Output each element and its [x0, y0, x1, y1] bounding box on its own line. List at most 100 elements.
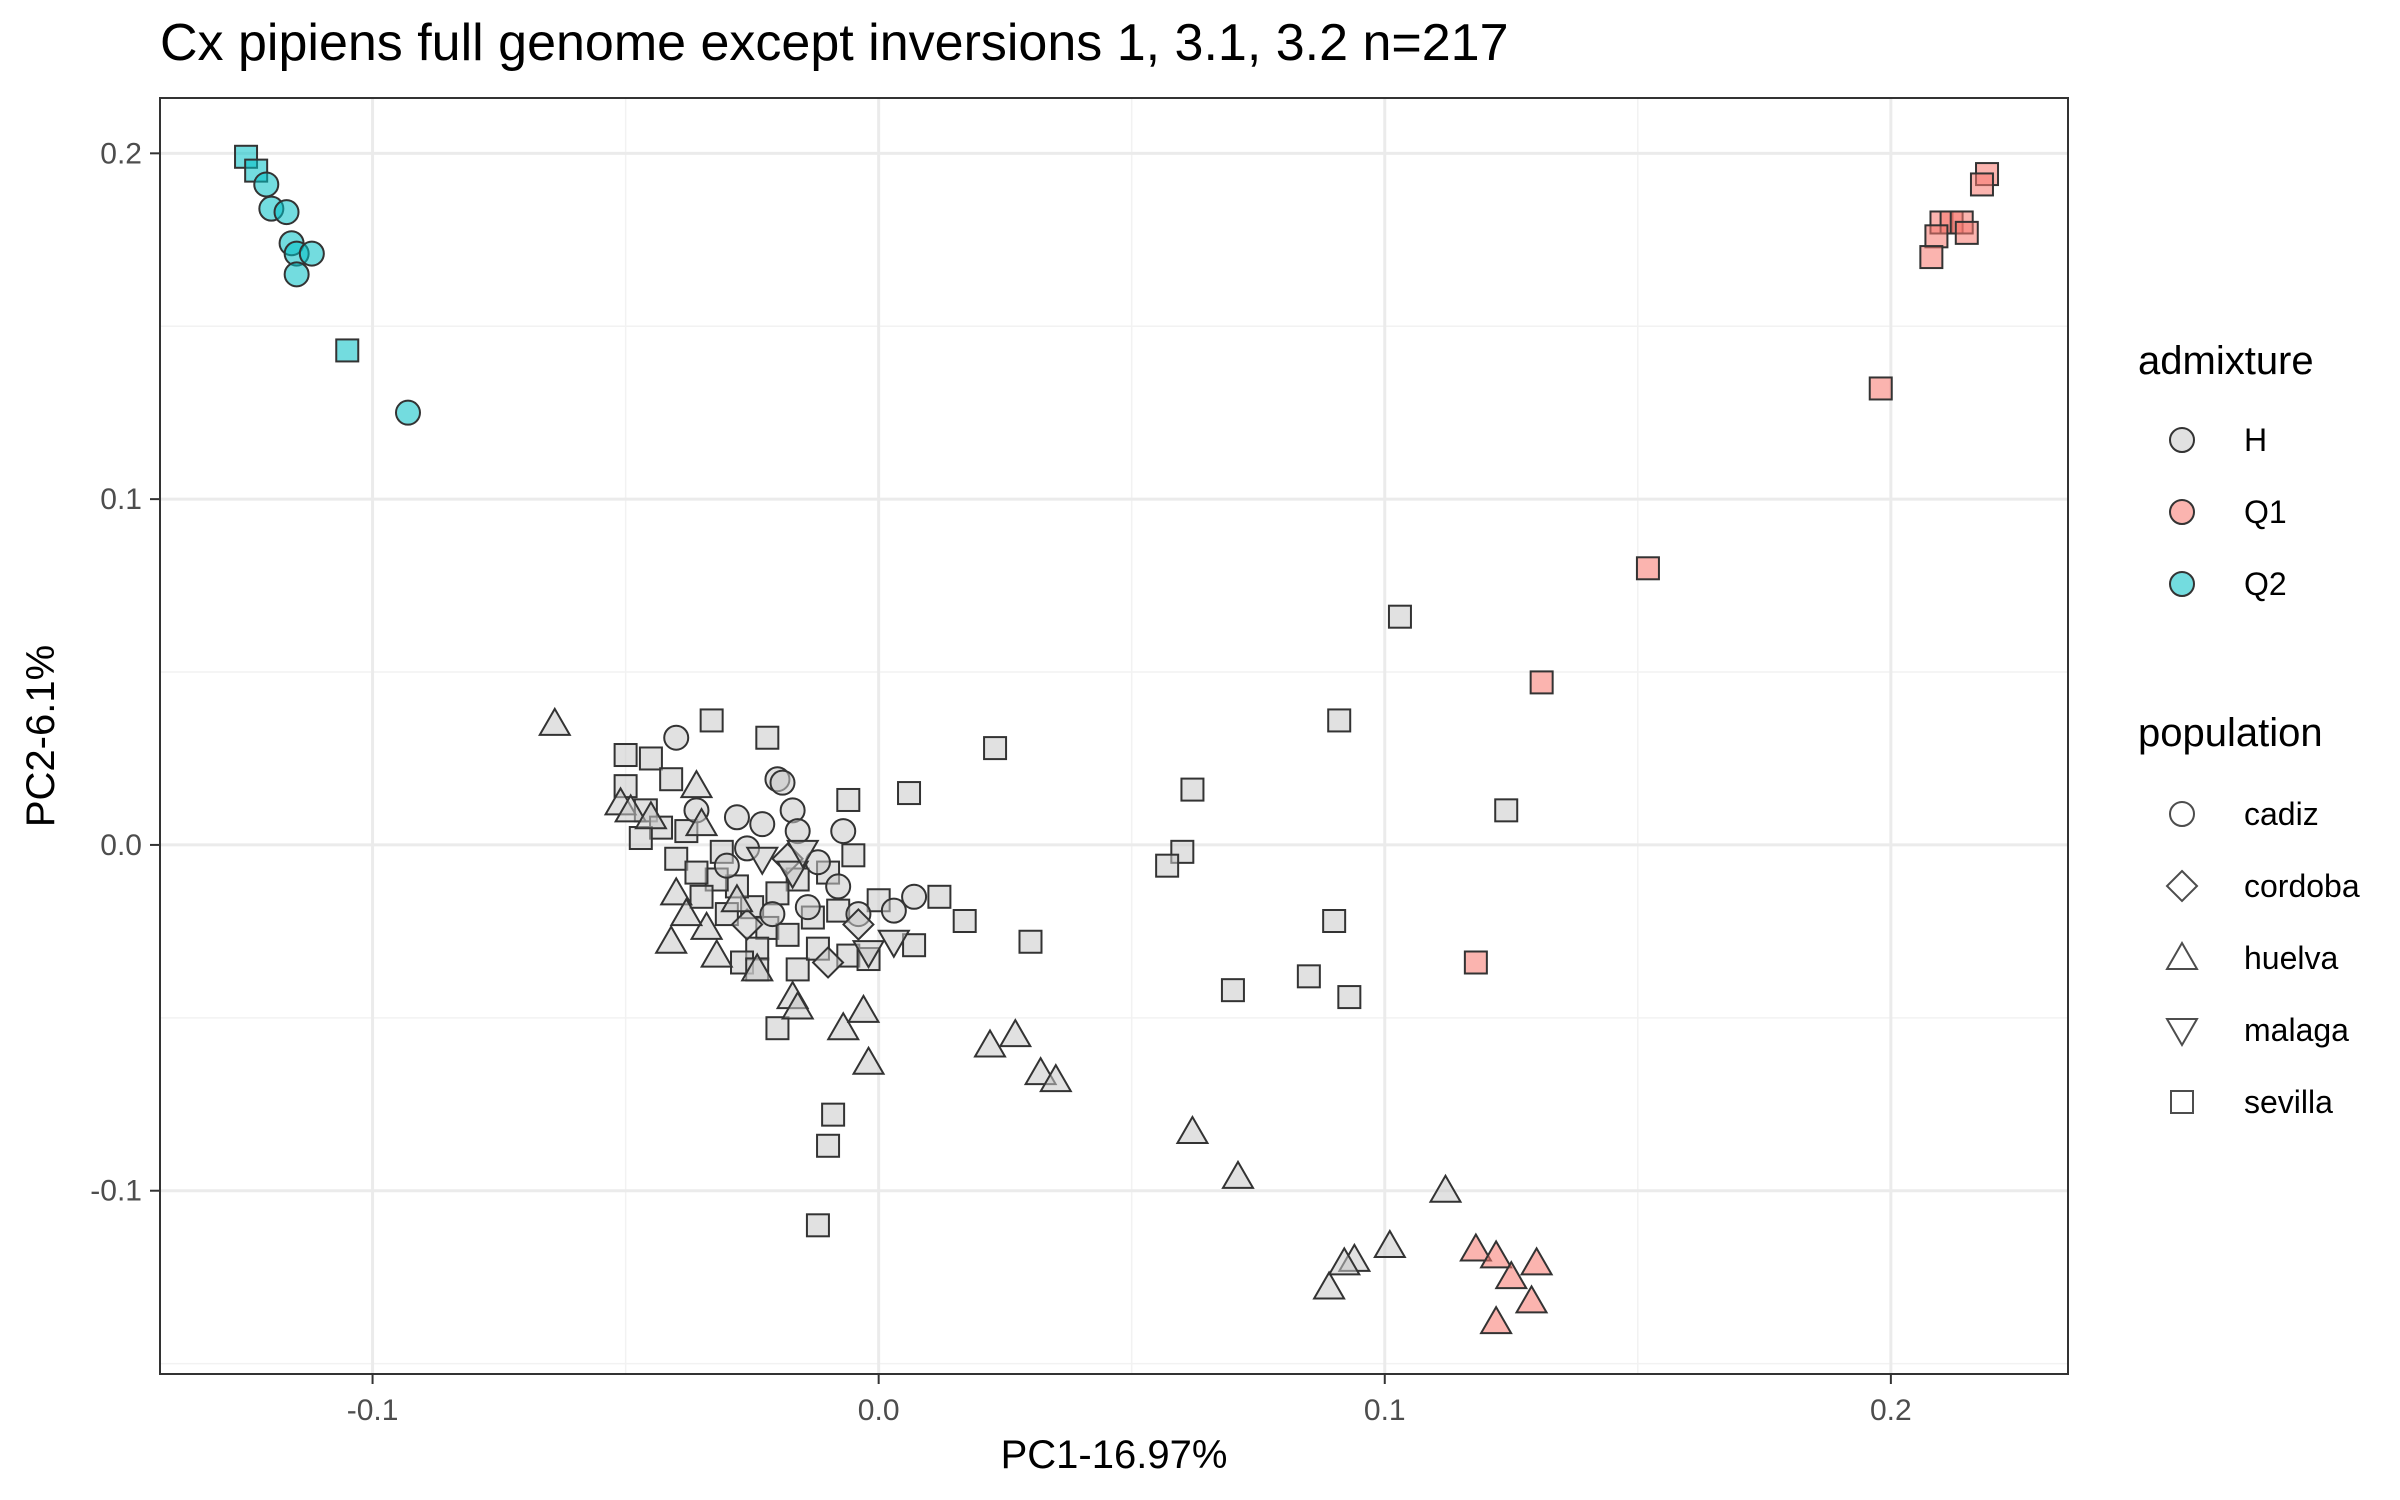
data-point-h-huelva: [846, 993, 881, 1023]
legend-admixture-label: H: [2244, 422, 2267, 458]
data-point-h-sevilla: [1018, 929, 1043, 954]
data-point-h-huelva: [679, 769, 714, 799]
data-point-h-huelva: [973, 1028, 1007, 1058]
data-point-h-sevilla: [1296, 964, 1321, 989]
data-point-h-sevilla: [689, 884, 714, 909]
legend-population-key: [2165, 869, 2199, 903]
data-point-q1-sevilla: [1954, 220, 1979, 245]
data-point-q1-huelva: [1459, 1232, 1493, 1262]
data-point-h-huelva: [1312, 1270, 1346, 1300]
legend-population-key: [2170, 1090, 2194, 1114]
x-tick-label: -0.1: [347, 1394, 399, 1427]
data-point-h-huelva: [538, 706, 572, 736]
data-point-q2-sevilla: [335, 338, 360, 363]
data-point-h-cordoba: [842, 908, 875, 941]
data-point-h-sevilla: [805, 1213, 830, 1238]
legend-admixture-key: [2169, 571, 2195, 597]
data-point-h-cadiz: [880, 897, 907, 924]
data-point-q1-huelva: [1479, 1239, 1513, 1269]
data-point-h-huelva: [684, 807, 719, 837]
data-point-h-sevilla: [638, 746, 663, 771]
x-axis-title: PC1-16.97%: [1001, 1433, 1228, 1477]
plot-border: [159, 97, 2069, 1375]
legend-population-items: cadiz cordoba huelva malaga sevilla: [2165, 796, 2360, 1120]
data-point-q1-huelva: [1479, 1305, 1513, 1335]
data-point-q1-sevilla: [1924, 224, 1949, 249]
data-point-q2-cadiz: [253, 171, 280, 198]
data-point-h-cadiz: [830, 818, 857, 845]
data-point-h-sevilla: [684, 860, 709, 885]
data-point-h-sevilla: [952, 909, 977, 934]
data-point-h-huelva: [699, 938, 734, 968]
data-point-h-sevilla: [664, 846, 689, 871]
data-points: [234, 144, 2000, 1335]
grid-lines: [160, 98, 2068, 1374]
data-point-h-sevilla: [826, 898, 851, 923]
data-point-h-sevilla: [699, 708, 724, 733]
data-point-h-sevilla: [755, 725, 780, 750]
legend-population-key: [2165, 1018, 2199, 1048]
data-point-h-sevilla: [1220, 978, 1245, 1003]
legend-admixture: admixture H Q1 Q2: [2138, 339, 2314, 602]
legend-population-label: sevilla: [2244, 1084, 2333, 1120]
data-point-h-cadiz: [713, 852, 740, 879]
data-point-h-huelva: [654, 924, 688, 954]
y-tick-label: -0.1: [90, 1175, 142, 1208]
data-point-h-sevilla: [927, 884, 952, 909]
data-point-h-huelva: [998, 1018, 1033, 1048]
data-point-q2-cadiz: [283, 261, 310, 288]
data-point-h-malaga: [786, 839, 820, 869]
data-point-h-malaga: [775, 860, 810, 890]
data-point-h-sevilla: [1155, 853, 1180, 878]
data-point-q1-sevilla: [1463, 950, 1488, 975]
data-point-q1-huelva: [1514, 1284, 1549, 1314]
data-point-h-sevilla: [1327, 708, 1352, 733]
data-point-h-sevilla: [1337, 985, 1362, 1010]
data-point-h-cadiz: [769, 769, 796, 796]
legend-admixture-label: Q1: [2244, 494, 2287, 530]
data-point-h-cadiz: [723, 804, 750, 831]
data-point-h-huelva: [1327, 1246, 1362, 1276]
data-point-h-huelva: [1039, 1063, 1073, 1093]
data-point-q1-sevilla: [1635, 556, 1660, 581]
legend-population: population cadiz cordoba huelva malaga sevil…: [2138, 711, 2360, 1120]
data-point-q2-cadiz: [394, 399, 421, 426]
data-point-h-huelva: [1373, 1229, 1407, 1259]
y-axis-title: PC2-6.1%: [19, 645, 63, 827]
data-point-h-huelva: [669, 897, 704, 927]
data-point-h-cadiz: [784, 818, 811, 845]
legend-admixture-title: admixture: [2138, 339, 2314, 383]
data-point-h-malaga: [851, 940, 886, 970]
data-point-h-huelva: [740, 952, 774, 982]
legend-population-label: huelva: [2244, 940, 2339, 976]
data-point-h-sevilla: [765, 881, 790, 906]
data-point-h-sevilla: [765, 1016, 790, 1041]
data-point-h-sevilla: [902, 933, 927, 958]
y-tick-label: 0.2: [100, 137, 142, 170]
data-point-h-sevilla: [659, 767, 684, 792]
legend-admixture-key: [2169, 427, 2195, 453]
data-point-h-sevilla: [613, 743, 638, 768]
data-point-q1-sevilla: [1529, 670, 1554, 695]
y-axis-ticks: -0.1 0.0 0.1 0.2: [90, 137, 160, 1208]
data-point-h-sevilla: [841, 843, 866, 868]
data-point-h-cadiz: [825, 873, 852, 900]
data-point-h-huelva: [720, 883, 754, 913]
x-tick-label: 0.0: [858, 1394, 900, 1427]
legend-population-key: [2165, 940, 2199, 970]
legend-population-label: cadiz: [2244, 796, 2319, 832]
x-tick-label: 0.2: [1870, 1394, 1912, 1427]
data-point-h-sevilla: [821, 1102, 846, 1127]
data-point-h-cadiz: [901, 883, 928, 910]
legend-admixture-key: [2169, 499, 2195, 525]
data-point-q1-huelva: [1494, 1260, 1529, 1290]
data-point-h-huelva: [634, 800, 668, 830]
data-point-h-huelva: [613, 793, 648, 823]
data-point-h-huelva: [1221, 1159, 1255, 1189]
x-tick-label: 0.1: [1364, 1394, 1406, 1427]
data-point-h-huelva: [1428, 1173, 1463, 1203]
data-point-q2-cadiz: [298, 240, 325, 267]
data-point-h-sevilla: [775, 922, 800, 947]
data-point-h-huelva: [780, 990, 815, 1020]
